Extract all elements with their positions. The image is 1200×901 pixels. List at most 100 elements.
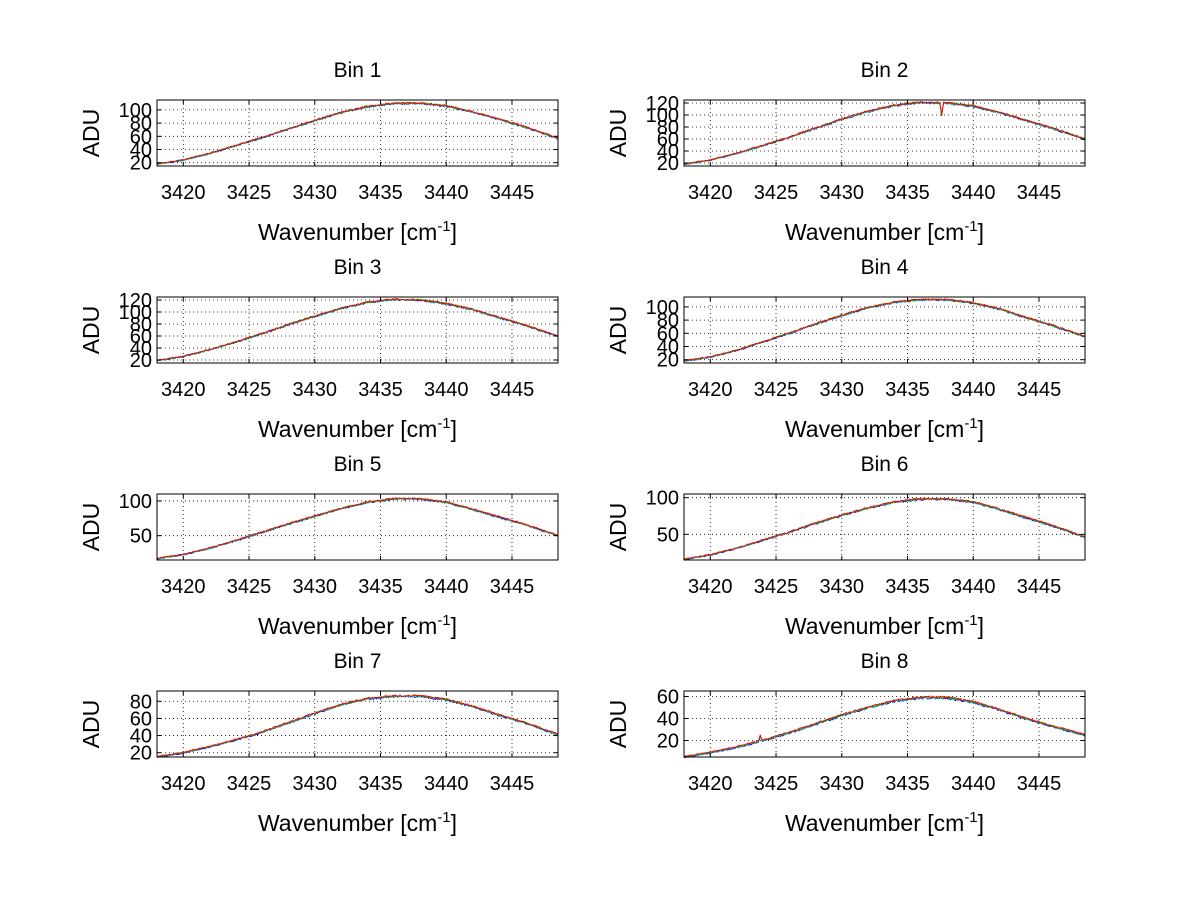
x-tick-label: 3435 [885, 379, 930, 401]
x-tick-label: 3440 [424, 773, 469, 795]
x-tick-label: 3445 [490, 182, 535, 204]
series-lines [156, 694, 559, 758]
y-tick-label: 80 [657, 310, 679, 332]
x-axis-label-main: Wavenumber [cm [258, 416, 437, 442]
subplot-title: Bin 4 [861, 256, 909, 279]
y-tick-label: 80 [657, 117, 679, 139]
x-axis-label-sup: -1 [437, 218, 450, 235]
y-tick-label: 100 [119, 302, 152, 324]
grid [157, 297, 558, 363]
series-line-4 [156, 497, 559, 559]
y-tick-label: 20 [130, 350, 152, 372]
y-tick-label: 20 [657, 153, 679, 175]
y-tick-label: 50 [657, 524, 679, 546]
y-axis-label: ADU [605, 109, 631, 158]
x-axis-label-sup: -1 [437, 415, 450, 432]
series-line-4 [683, 298, 1086, 361]
axes-box [156, 99, 559, 167]
x-axis-label-tail: ] [978, 219, 984, 245]
x-tick-label: 3425 [754, 773, 799, 795]
x-tick-label: 3435 [358, 576, 403, 598]
x-axis-label-main: Wavenumber [cm [785, 613, 964, 639]
x-tick-label: 3435 [358, 182, 403, 204]
y-tick-label: 80 [130, 113, 152, 135]
subplot-bin-2: Bin 2 3420 3425 3430 3435 3440 3445 20406080100… [605, 59, 1086, 245]
axes-box [156, 493, 559, 561]
x-axis-label: Wavenumber [cm-1] [785, 415, 984, 442]
subplot-bin-4: Bin 4 3420 3425 3430 3435 3440 3445 20406080100… [605, 256, 1086, 442]
y-tick-label: 40 [130, 140, 152, 162]
x-tick-label: 3445 [490, 576, 535, 598]
series-line-4 [683, 695, 1086, 757]
x-axis-label-tail: ] [451, 416, 457, 442]
x-tick-label: 3420 [688, 182, 733, 204]
grid [684, 100, 1085, 166]
grid [684, 297, 1085, 363]
y-axis-label: ADU [78, 306, 104, 355]
series-line-4 [156, 297, 559, 361]
y-tick-label: 120 [119, 290, 152, 312]
y-tick-label: 20 [130, 743, 152, 765]
x-axis-label: Wavenumber [cm-1] [258, 218, 457, 245]
x-tick-label: 3445 [490, 773, 535, 795]
x-tick-label: 3420 [161, 182, 206, 204]
y-tick-label: 20 [130, 153, 152, 175]
series-lines [156, 101, 559, 165]
x-tick-label: 3425 [227, 379, 272, 401]
x-tick-label: 3435 [358, 773, 403, 795]
x-axis-label-sup: -1 [437, 809, 450, 826]
series-lines [683, 695, 1086, 759]
y-tick-label: 100 [119, 100, 152, 122]
y-axis-label: ADU [605, 700, 631, 749]
x-tick-label: 3435 [885, 773, 930, 795]
x-axis-label: Wavenumber [cm-1] [258, 612, 457, 639]
axes-box [683, 296, 1086, 364]
subplot-bin-6: Bin 6 3420 3425 3430 3435 3440 3445 50 100 Wavenu… [605, 453, 1086, 639]
x-tick-label: 3425 [227, 182, 272, 204]
x-tick-label: 3435 [358, 379, 403, 401]
y-axis-label: ADU [605, 503, 631, 552]
y-tick-label: 60 [657, 129, 679, 151]
x-tick-label: 3445 [1017, 773, 1062, 795]
x-tick-label: 3440 [951, 379, 996, 401]
subplot-title: Bin 2 [861, 59, 909, 82]
x-tick-label: 3430 [293, 576, 338, 598]
axes-box [156, 690, 559, 758]
y-axis-label: ADU [78, 109, 104, 158]
x-tick-label: 3420 [688, 773, 733, 795]
subplot-title: Bin 1 [334, 59, 382, 82]
x-tick-label: 3440 [424, 182, 469, 204]
series-lines [156, 497, 559, 560]
series-line-4 [684, 497, 1086, 560]
x-tick-label: 3445 [490, 379, 535, 401]
y-tick-label: 40 [657, 141, 679, 163]
x-tick-label: 3425 [754, 576, 799, 598]
series-lines [683, 101, 1086, 166]
grid [157, 494, 558, 560]
y-tick-label: 50 [130, 526, 152, 548]
x-axis-label-main: Wavenumber [cm [258, 613, 437, 639]
x-axis-label: Wavenumber [cm-1] [785, 809, 984, 836]
x-axis-label-main: Wavenumber [cm [785, 219, 964, 245]
series-lines [683, 298, 1086, 362]
x-axis-label-main: Wavenumber [cm [258, 219, 437, 245]
x-axis-label: Wavenumber [cm-1] [258, 809, 457, 836]
x-axis-label: Wavenumber [cm-1] [785, 612, 984, 639]
subplot-bin-1: Bin 1 3420 3425 3430 3435 3440 3445 20406080100… [78, 59, 559, 245]
x-axis-label-sup: -1 [964, 218, 977, 235]
subplot-bin-5: Bin 5 3420 3425 3430 3435 3440 3445 50 100 Wavenu… [78, 453, 559, 639]
y-tick-label: 60 [657, 687, 679, 709]
x-tick-label: 3425 [227, 576, 272, 598]
x-axis-label-tail: ] [451, 613, 457, 639]
axes-box [683, 99, 1086, 167]
x-tick-label: 3445 [1017, 576, 1062, 598]
axes-box [156, 296, 559, 364]
subplot-title: Bin 5 [334, 453, 382, 476]
x-tick-label: 3430 [820, 773, 865, 795]
x-tick-label: 3440 [951, 182, 996, 204]
y-tick-label: 60 [130, 126, 152, 148]
x-tick-label: 3420 [161, 379, 206, 401]
